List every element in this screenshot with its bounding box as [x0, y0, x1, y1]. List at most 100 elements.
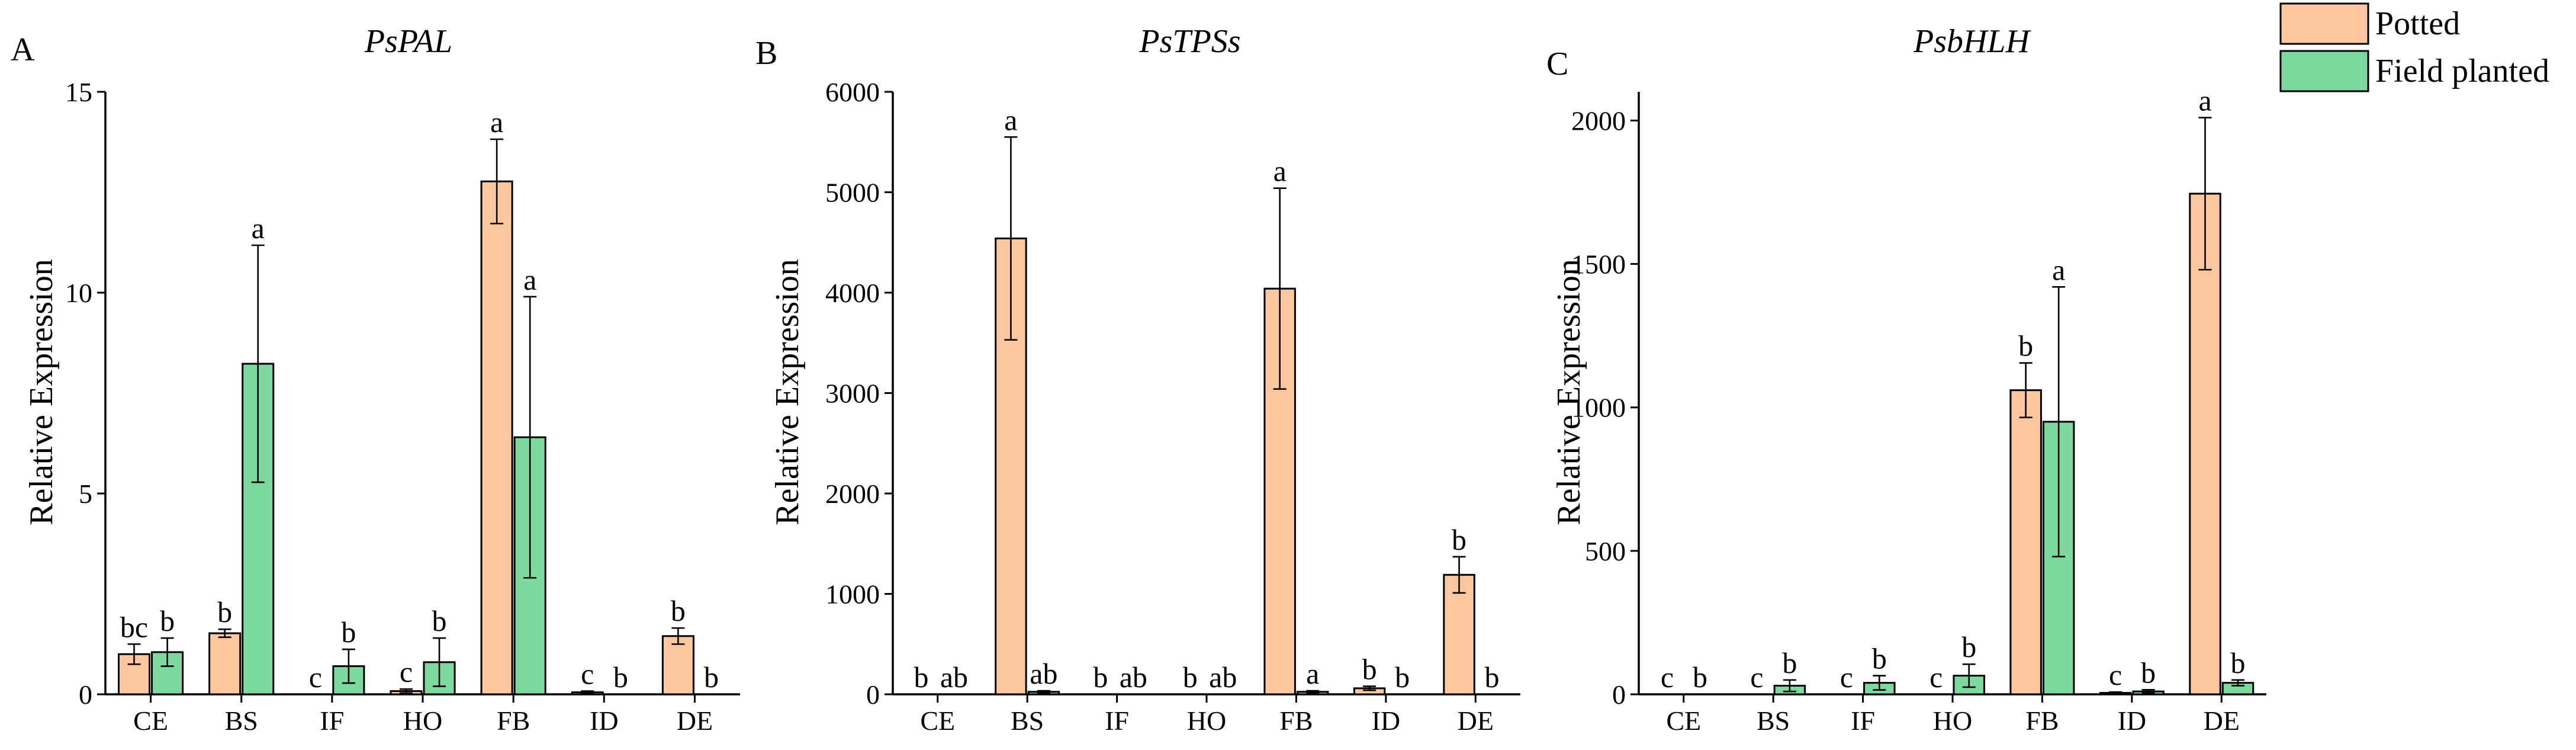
significance-letter-b: b: [1183, 661, 1198, 694]
legend-swatch-potted: [2279, 2, 2369, 45]
significance-letter-c: a: [2052, 253, 2065, 286]
y-axis-label-a: Relative Expression: [23, 259, 60, 525]
bar-b-de-potted: [1443, 573, 1475, 695]
panel-label-c: C: [1546, 46, 1568, 82]
bar-a-bs-potted: [208, 632, 242, 695]
y-tick-label-c: 1000: [1571, 393, 1626, 423]
legend-label-field-planted: Field planted: [2375, 53, 2549, 89]
significance-letter-a: c: [581, 658, 594, 691]
significance-letter-c: c: [1661, 661, 1674, 694]
significance-letter-b: b: [1362, 652, 1377, 685]
legend-label-potted: Potted: [2375, 5, 2460, 42]
y-tick-label-b: 2000: [825, 479, 880, 509]
x-tick-label-b: ID: [1372, 706, 1401, 736]
y-tick-label-b: 5000: [825, 178, 880, 208]
x-tick-label-c: DE: [2204, 706, 2240, 736]
significance-letter-a: b: [432, 604, 447, 637]
significance-letter-b: a: [1306, 657, 1319, 690]
panel-label-b: B: [755, 35, 777, 72]
significance-letter-c: b: [1961, 630, 1976, 664]
x-tick-label-a: CE: [133, 706, 168, 736]
x-tick-label-b: IF: [1105, 706, 1129, 736]
chart-title-b: PsTPSs: [1139, 23, 1240, 60]
panel-c: C PsbHLH Relative Expression 0 500 1000 150…: [1546, 23, 2266, 736]
significance-letter-c: b: [2141, 656, 2156, 689]
y-tick-label-b: 3000: [825, 379, 880, 409]
significance-letter-b: b: [1093, 661, 1108, 694]
bar-a-fb-potted: [480, 180, 513, 695]
x-tick-label-c: IF: [1851, 706, 1875, 736]
significance-letter-b: b: [1485, 661, 1500, 694]
panel-b: B PsTPSs Relative Expression 0 1000 2000 30…: [755, 23, 1520, 736]
significance-letter-a: b: [341, 616, 356, 649]
y-axis-label-b: Relative Expression: [769, 259, 806, 525]
significance-letter-c: b: [2231, 646, 2246, 680]
significance-letter-c: b: [2018, 329, 2033, 363]
y-tick-label-a: 0: [79, 680, 92, 710]
significance-letter-b: b: [1395, 661, 1410, 694]
significance-letter-a: bc: [120, 610, 148, 643]
y-tick-label-b: 0: [866, 680, 880, 710]
significance-letter-b: a: [1273, 155, 1287, 188]
x-tick-label-c: CE: [1666, 706, 1701, 736]
significance-letter-c: a: [2198, 84, 2211, 117]
x-tick-label-a: ID: [590, 706, 619, 736]
significance-letter-b: ab: [1030, 657, 1057, 690]
chart-title-c: PsbHLH: [1913, 23, 2031, 60]
chart-title-a: PsPAL: [364, 23, 452, 60]
x-tick-label-a: FB: [497, 706, 530, 736]
x-tick-label-b: DE: [1458, 706, 1494, 736]
significance-letter-c: b: [1693, 661, 1707, 694]
bar-c-fb-potted: [2009, 389, 2042, 695]
y-tick-label-c: 0: [1612, 680, 1626, 710]
y-tick-label-b: 4000: [825, 278, 880, 308]
significance-letter-b: b: [1452, 523, 1467, 556]
y-tick-label-b: 1000: [825, 579, 880, 610]
y-tick-label-c: 1500: [1571, 249, 1626, 280]
y-tick-label-a: 15: [65, 77, 92, 107]
x-tick-label-b: CE: [920, 706, 955, 736]
significance-letter-a: b: [704, 661, 719, 694]
bar-c-de-potted: [2189, 193, 2221, 695]
significance-letter-b: ab: [1120, 661, 1147, 694]
significance-letter-c: b: [1782, 646, 1797, 680]
x-tick-label-a: BS: [225, 706, 258, 736]
significance-letter-a: a: [490, 105, 503, 139]
significance-letter-a: b: [613, 661, 628, 694]
legend: Potted Field planted: [2279, 2, 2549, 92]
significance-letter-b: ab: [1209, 661, 1237, 694]
y-tick-label-c: 500: [1585, 536, 1626, 566]
y-tick-label-a: 5: [79, 479, 92, 509]
x-tick-label-c: HO: [1933, 706, 1972, 736]
y-axis-label-c: Relative Expression: [1551, 259, 1587, 525]
significance-letter-b: a: [1004, 103, 1017, 136]
panel-label-a: A: [11, 31, 35, 68]
significance-letter-a: b: [217, 595, 232, 629]
significance-letter-a: c: [309, 661, 322, 694]
x-tick-label-c: FB: [2025, 706, 2059, 736]
significance-letter-c: c: [1750, 661, 1763, 694]
legend-swatch-field-planted: [2279, 50, 2369, 92]
significance-letter-b: ab: [940, 661, 968, 694]
significance-letter-a: a: [252, 211, 265, 245]
significance-letter-a: a: [523, 263, 536, 296]
x-tick-label-b: HO: [1187, 706, 1226, 736]
y-tick-label-a: 10: [65, 278, 92, 308]
bar-a-de-potted: [661, 635, 694, 695]
significance-letter-c: b: [1872, 642, 1887, 675]
significance-letter-c: c: [2109, 658, 2122, 691]
significance-letter-a: b: [160, 604, 175, 637]
y-tick-label-c: 2000: [1571, 105, 1626, 136]
x-tick-label-a: HO: [403, 706, 442, 736]
x-tick-label-a: DE: [677, 706, 713, 736]
x-tick-label-b: FB: [1279, 706, 1313, 736]
y-tick-label-b: 6000: [825, 77, 880, 107]
x-tick-label-c: BS: [1757, 706, 1790, 736]
x-tick-label-a: IF: [320, 706, 344, 736]
x-tick-label-b: BS: [1011, 706, 1044, 736]
significance-letter-a: c: [400, 655, 413, 688]
